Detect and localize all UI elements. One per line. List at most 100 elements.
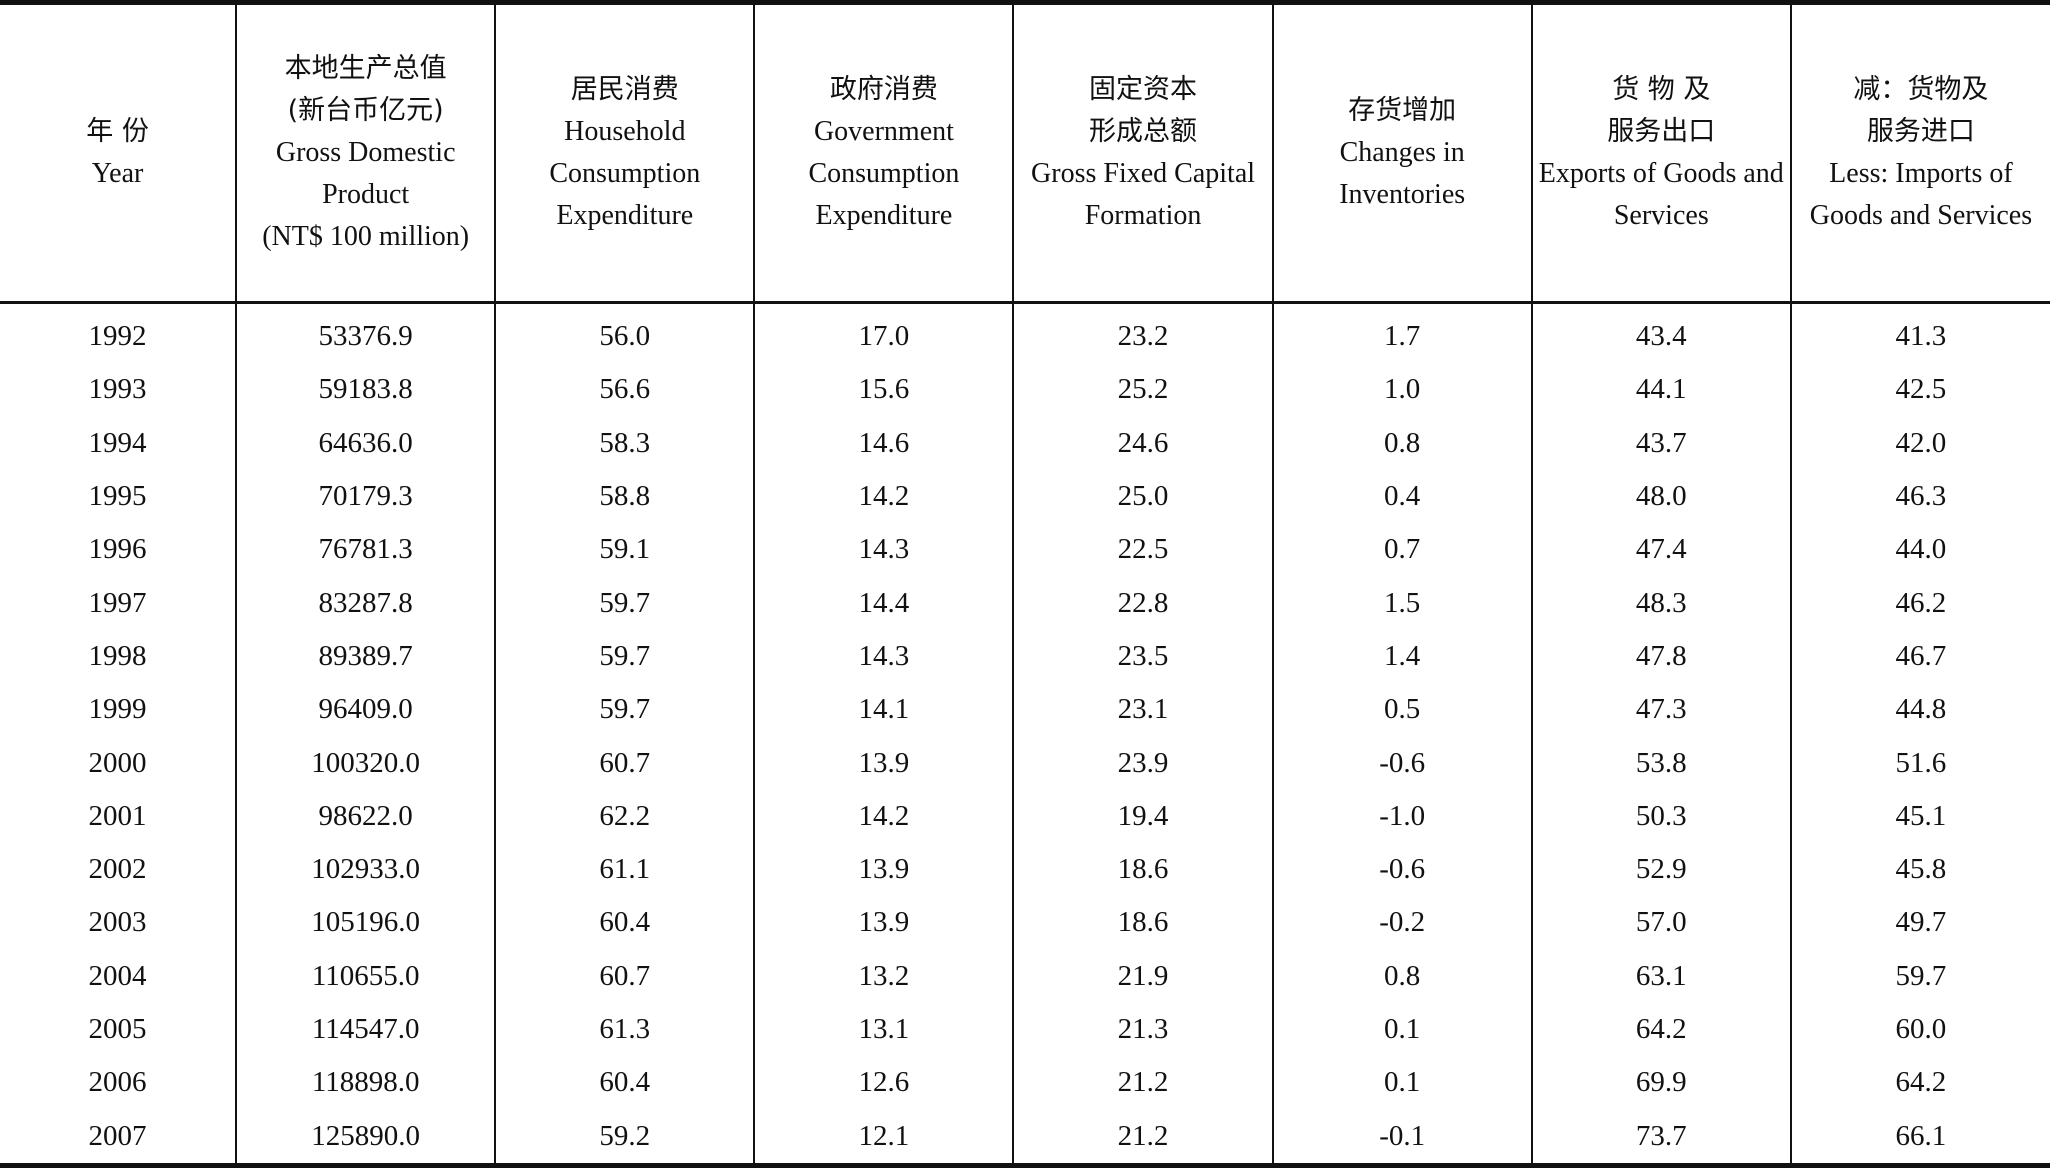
cell-exports: 47.8 [1530, 629, 1791, 684]
cell-year: 1992 [88, 320, 147, 353]
cell-imports: 44.8 [1789, 683, 2050, 737]
header-row: 年 份 Year 本地生产总值 (新台币亿元) Gross Domestic P… [0, 0, 2050, 304]
cell-gfcf: 23.9 [1012, 736, 1273, 790]
table-row: 1996 76781.3 59.1 14.3 22.5 0.7 47.4 44.0 [0, 523, 2050, 577]
cell-imports: 46.7 [1789, 629, 2050, 684]
cell-inventories: -0.6 [1271, 736, 1532, 790]
header-gdp-zh: 本地生产总值 [284, 53, 447, 84]
cell-gfcf: 18.6 [1012, 896, 1273, 950]
header-household-zh: 居民消费 [570, 74, 679, 105]
table-row: 2000 100320.0 60.7 13.9 23.9 -0.6 53.8 51.6 [0, 736, 2050, 790]
cell-imports: 42.5 [1789, 363, 2050, 417]
cell-exports: 48.3 [1530, 576, 1791, 630]
cell-gdp: 114547.0 [235, 1002, 496, 1057]
header-government-zh: 政府消费 [829, 74, 938, 105]
header-exports-zh2: 服务出口 [1607, 116, 1716, 147]
cell-government: 14.3 [753, 629, 1014, 684]
cell-gdp: 70179.3 [235, 469, 496, 524]
cell-gfcf: 21.3 [1012, 1002, 1273, 1057]
cell-inventories: -0.1 [1271, 1109, 1532, 1168]
cell-gfcf: 18.6 [1012, 842, 1273, 897]
header-imports-zh: 减：货物及 [1853, 74, 1989, 105]
cell-imports: 64.2 [1789, 1056, 2050, 1110]
cell-gdp: 98622.0 [235, 789, 496, 843]
table-row: 1993 59183.8 56.6 15.6 25.2 1.0 44.1 42.5 [0, 363, 2050, 417]
header-government-en: Government Consumption Expenditure [808, 116, 960, 231]
header-household: 居民消费 Household Consumption Expenditure [494, 0, 755, 304]
header-gdp-en-unit: (NT$ 100 million) [262, 221, 470, 252]
cell-gfcf: 21.2 [1012, 1056, 1273, 1110]
cell-year: 2007 [0, 1109, 237, 1168]
cell-year: 2000 [88, 746, 147, 779]
cell-gfcf: 22.5 [1012, 523, 1273, 577]
table-header: 年 份 Year 本地生产总值 (新台币亿元) Gross Domestic P… [0, 0, 2050, 304]
cell-year: 1994 [88, 426, 147, 459]
cell-exports: 47.3 [1530, 683, 1791, 737]
cell-exports: 64.2 [1530, 1002, 1791, 1057]
cell-year: 1999 [88, 693, 147, 726]
cell-gdp: 125890.0 [235, 1109, 496, 1168]
cell-gdp: 89389.7 [235, 629, 496, 684]
cell-inventories: -1.0 [1271, 789, 1532, 843]
cell-exports: 44.1 [1530, 363, 1791, 417]
cell-household: 58.8 [494, 469, 755, 524]
cell-government: 14.6 [753, 416, 1014, 470]
cell-gfcf: 23.2 [1012, 302, 1273, 364]
table-row: 1992 53376.9 56.0 17.0 23.2 1.7 43.4 41.3 [0, 302, 2050, 364]
cell-inventories: 1.0 [1271, 363, 1532, 417]
cell-inventories: 0.4 [1271, 469, 1532, 524]
cell-gdp: 83287.8 [235, 576, 496, 630]
cell-government: 17.0 [753, 302, 1014, 364]
cell-government: 12.6 [753, 1056, 1014, 1110]
cell-gfcf: 25.0 [1012, 469, 1273, 524]
header-gdp: 本地生产总值 (新台币亿元) Gross Domestic Product (N… [235, 0, 496, 304]
table-row: 1999 96409.0 59.7 14.1 23.1 0.5 47.3 44.8 [0, 683, 2050, 737]
header-gfcf-zh: 固定资本 [1089, 74, 1198, 105]
table-row: 2002 102933.0 61.1 13.9 18.6 -0.6 52.9 45.8 [0, 842, 2050, 897]
cell-gdp: 59183.8 [235, 363, 496, 417]
table-body: 1992 53376.9 56.0 17.0 23.2 1.7 43.4 41.3 1993 59… [0, 302, 2050, 1168]
header-gdp-zh-unit: (新台币亿元) [287, 95, 444, 126]
cell-household: 59.7 [494, 629, 755, 684]
table-row: 2005 114547.0 61.3 13.1 21.3 0.1 64.2 60.0 [0, 1002, 2050, 1057]
table-row: 2007 125890.0 59.2 12.1 21.2 -0.1 73.7 66.1 [0, 1109, 2050, 1168]
cell-gfcf: 23.5 [1012, 629, 1273, 684]
cell-household: 61.1 [494, 842, 755, 897]
cell-year: 1997 [88, 586, 147, 619]
cell-inventories: -0.2 [1271, 896, 1532, 950]
cell-household: 59.1 [494, 523, 755, 577]
cell-year: 2004 [88, 959, 147, 992]
cell-inventories: 0.1 [1271, 1056, 1532, 1110]
cell-government: 13.9 [753, 896, 1014, 950]
header-inventories-en: Changes in Inventories [1339, 137, 1466, 210]
cell-government: 14.2 [753, 469, 1014, 524]
cell-household: 59.7 [494, 683, 755, 737]
cell-exports: 69.9 [1530, 1056, 1791, 1110]
table-row: 1995 70179.3 58.8 14.2 25.0 0.4 48.0 46.3 [0, 469, 2050, 524]
cell-imports: 45.1 [1789, 789, 2050, 843]
header-household-en: Household Consumption Expenditure [549, 116, 701, 231]
cell-imports: 59.7 [1789, 949, 2050, 1003]
cell-gfcf: 19.4 [1012, 789, 1273, 843]
cell-inventories: 0.5 [1271, 683, 1532, 737]
cell-imports: 46.2 [1789, 576, 2050, 630]
cell-inventories: 1.4 [1271, 629, 1532, 684]
cell-year: 1996 [88, 533, 147, 566]
cell-gfcf: 24.6 [1012, 416, 1273, 470]
cell-gfcf: 22.8 [1012, 576, 1273, 630]
header-inventories-zh: 存货增加 [1348, 95, 1457, 126]
cell-government: 13.9 [753, 736, 1014, 790]
cell-exports: 52.9 [1530, 842, 1791, 897]
cell-government: 13.2 [753, 949, 1014, 1003]
table-row: 2006 118898.0 60.4 12.6 21.2 0.1 69.9 64.2 [0, 1056, 2050, 1110]
cell-gfcf: 25.2 [1012, 363, 1273, 417]
cell-inventories: -0.6 [1271, 842, 1532, 897]
cell-year: 2001 [88, 799, 147, 832]
header-gdp-en: Gross Domestic Product [275, 137, 456, 210]
cell-household: 60.7 [494, 736, 755, 790]
cell-household: 60.4 [494, 896, 755, 950]
header-imports-zh2: 服务进口 [1866, 116, 1975, 147]
cell-household: 60.7 [494, 949, 755, 1003]
